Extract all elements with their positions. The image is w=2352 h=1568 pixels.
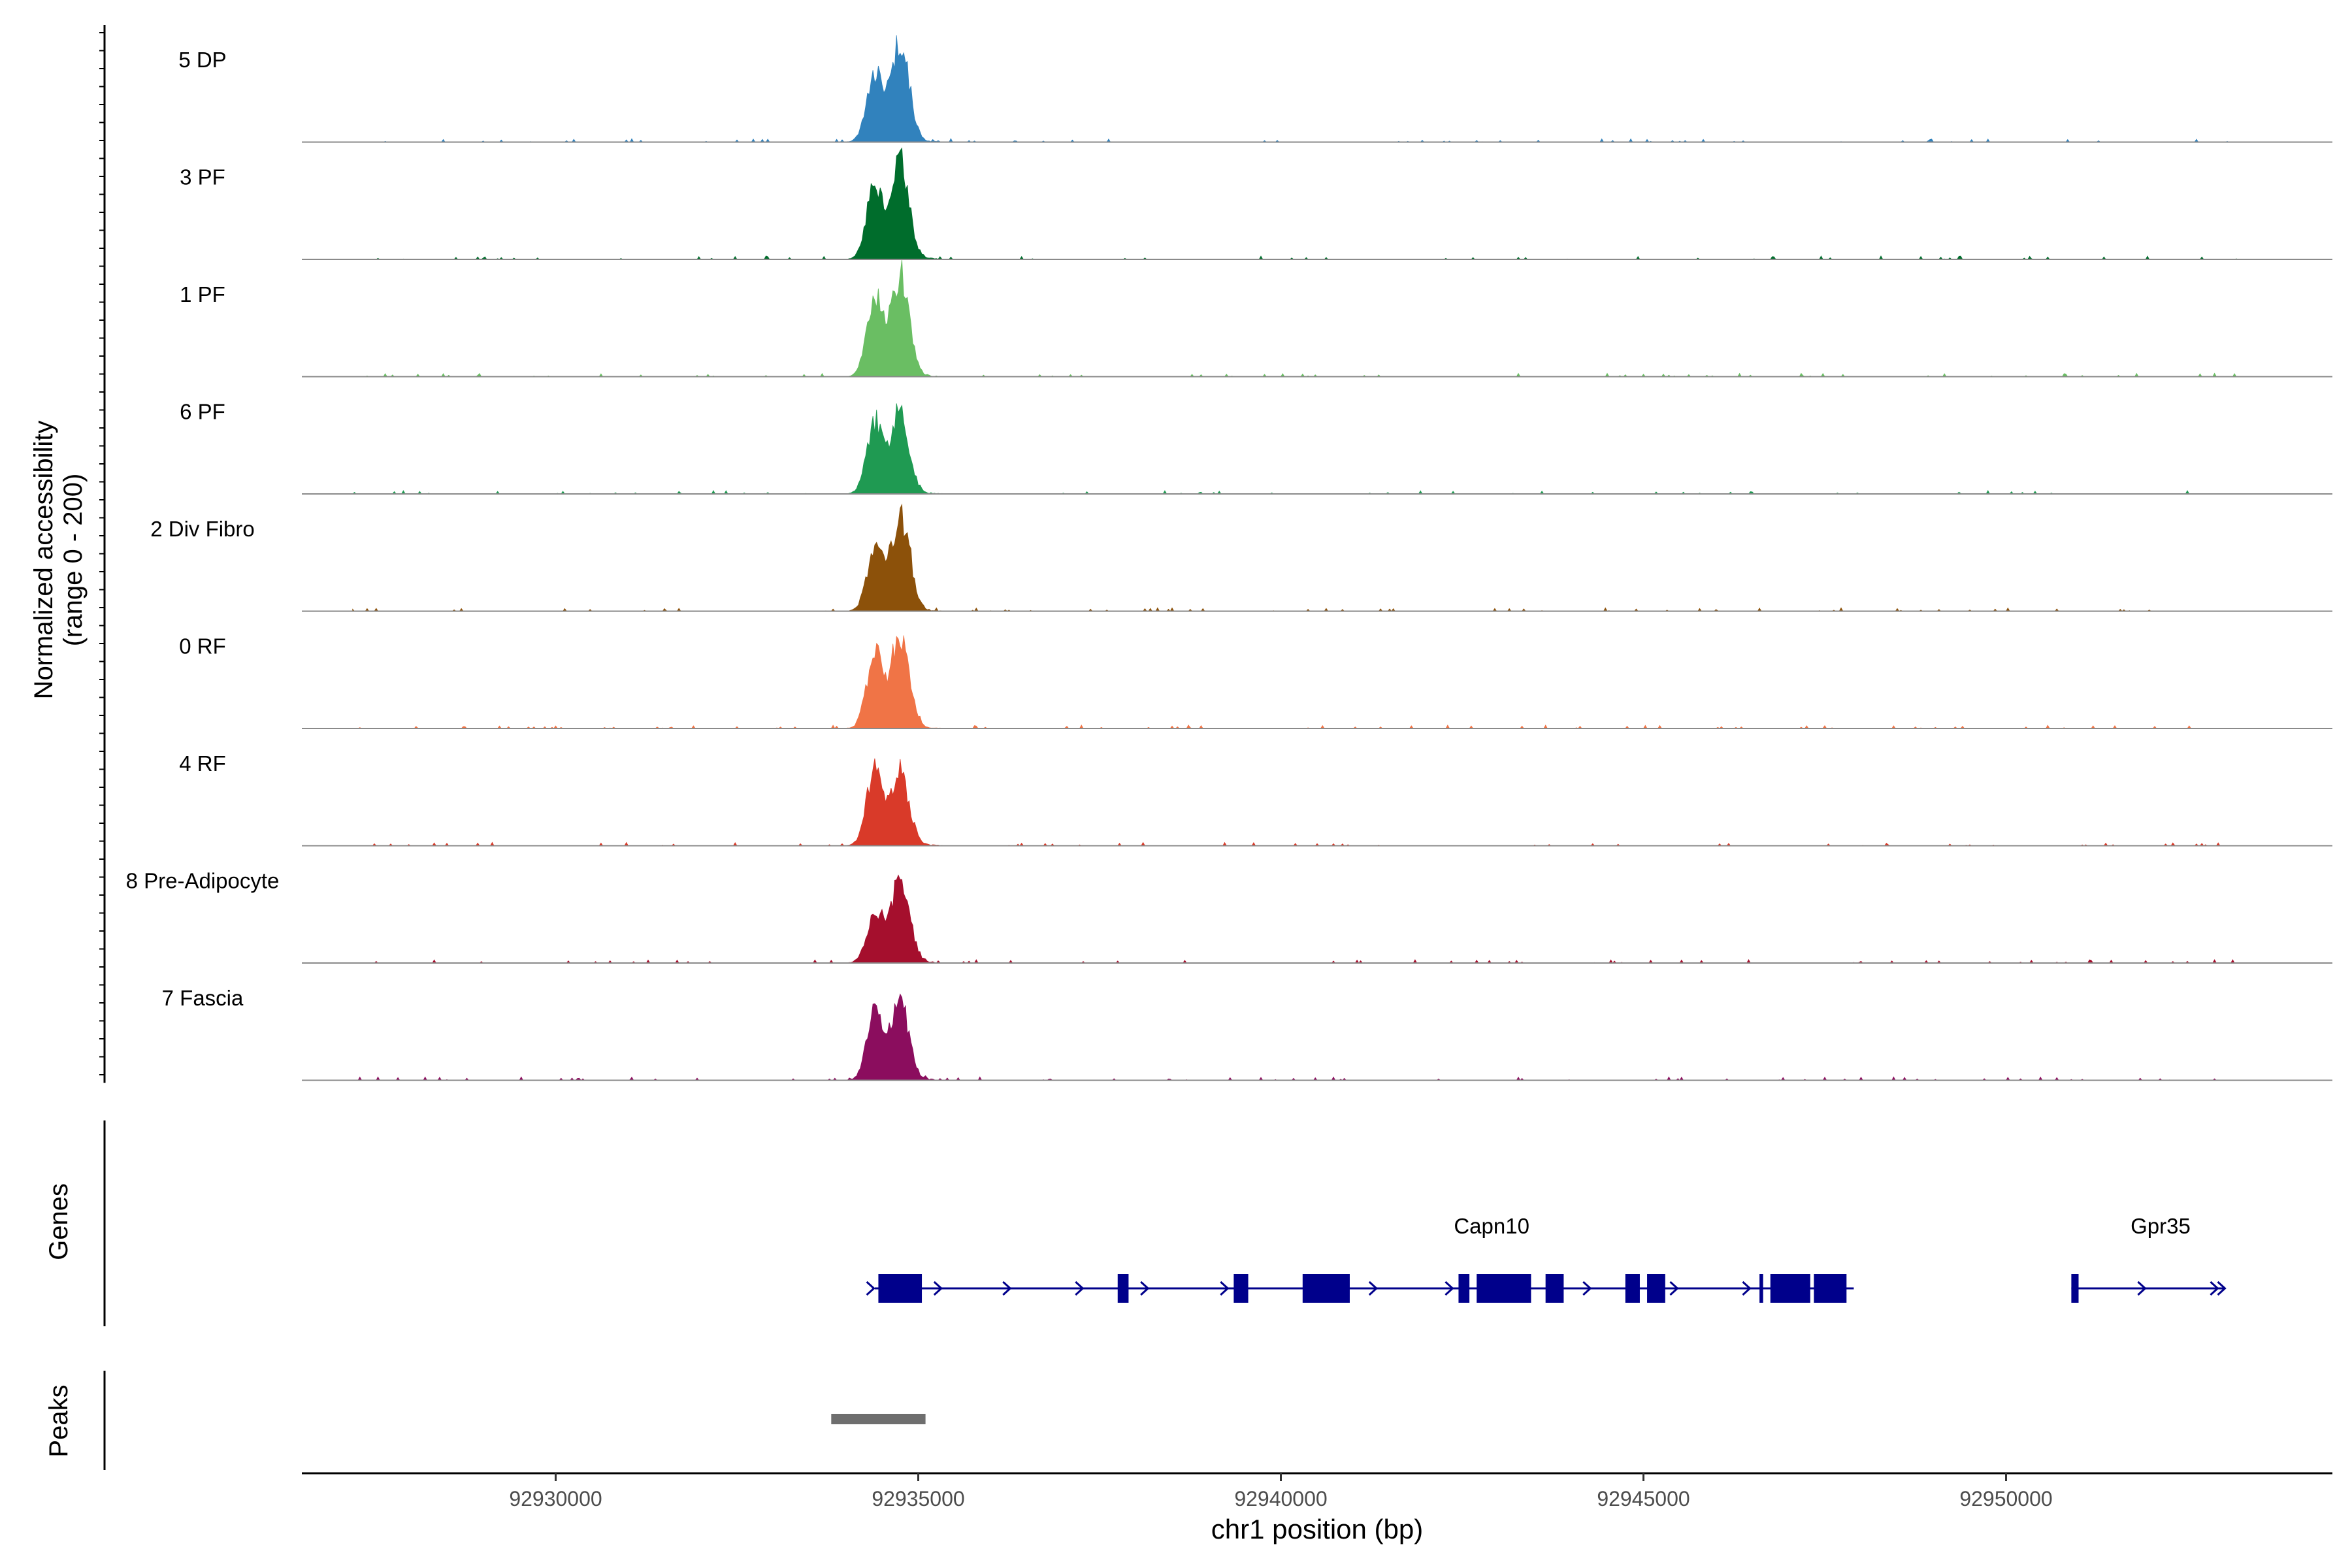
strand-arrow (1582, 1281, 1592, 1296)
coverage-area (352, 874, 2238, 964)
x-tick-label: 92930000 (509, 1487, 602, 1511)
gene-model: Gpr35 (2071, 1214, 2227, 1303)
gene-label: Gpr35 (2131, 1214, 2191, 1238)
track-4: 6 PF (180, 399, 2332, 495)
gene-exon (1545, 1274, 1564, 1303)
gene-exon (1770, 1274, 1810, 1303)
track-label: 1 PF (180, 282, 225, 306)
gene-exon (1647, 1274, 1665, 1303)
gene-exon (1814, 1274, 1847, 1303)
gene-exon (1302, 1274, 1350, 1303)
gene-annotation-track: Capn10 Gpr35 (103, 1120, 2227, 1326)
track-label: 2 Div Fibro (150, 517, 255, 541)
x-axis: 92930000 92935000 92940000 92945000 92950000 (302, 1472, 2332, 1511)
coverage-area (352, 993, 2238, 1081)
gene-exon (1625, 1274, 1640, 1303)
coverage-area (352, 259, 2238, 377)
strand-arrow (2137, 1281, 2147, 1296)
strand-arrow (1002, 1281, 1012, 1296)
strand-arrow (1368, 1281, 1379, 1296)
y-axis-title-line2: (range 0 - 200) (59, 474, 88, 647)
x-tick-label: 92945000 (1597, 1487, 1690, 1511)
x-tick-label: 92935000 (872, 1487, 964, 1511)
strand-arrow (866, 1281, 875, 1296)
track-label: 6 PF (180, 399, 225, 423)
x-tick-label: 92950000 (1959, 1487, 2052, 1511)
gene-exon (1477, 1274, 1531, 1303)
track-label: 8 Pre-Adipocyte (126, 868, 280, 892)
gene-exon (1458, 1274, 1470, 1303)
strand-arrow (1445, 1281, 1454, 1296)
strand-arrow (1075, 1281, 1085, 1296)
gene-exon (1233, 1274, 1249, 1303)
track-label: 3 PF (180, 165, 225, 189)
peak-region-track (103, 1371, 926, 1470)
track-9: 7 Fascia (162, 986, 2332, 1081)
gene-exon (2071, 1274, 2079, 1303)
coverage-area (352, 35, 2238, 142)
track-label: 0 RF (179, 634, 226, 658)
strand-arrow (1742, 1281, 1752, 1296)
track-6: 0 RF (179, 634, 2332, 729)
peak-region-bar (831, 1414, 926, 1424)
track-8: 8 Pre-Adipocyte (126, 868, 2332, 964)
coverage-area (352, 503, 2238, 612)
track-2: 3 PF (180, 147, 2332, 260)
gene-exon (1759, 1274, 1763, 1303)
track-label: 7 Fascia (162, 986, 244, 1010)
track-label: 4 RF (179, 751, 226, 776)
y-axis-title-line1: Normalized accessibility (29, 421, 58, 700)
coverage-area (352, 147, 2238, 260)
genes-track-label: Genes (44, 1183, 73, 1260)
strand-arrow (933, 1281, 943, 1296)
peaks-track-label: Peaks (44, 1384, 73, 1457)
gene-exon (878, 1274, 923, 1303)
track-1: 5 DP (178, 35, 2332, 143)
coverage-area (351, 403, 2238, 495)
track-label: 5 DP (178, 48, 226, 72)
track-5: 2 Div Fibro (150, 503, 2332, 612)
strand-arrow (1140, 1281, 1150, 1296)
coverage-area (352, 758, 2238, 847)
gene-model: Capn10 (866, 1214, 1854, 1303)
gene-exon (1117, 1274, 1129, 1303)
coverage-tracks: 5 DP 3 PF 1 PF 6 PF 2 Div Fibro 0 RF 4 RF 8 Pre… (99, 25, 2332, 1083)
strand-arrow (2210, 1281, 2219, 1296)
x-axis-title: chr1 position (bp) (1211, 1514, 1424, 1544)
coverage-area (352, 635, 2238, 729)
strand-arrow (2217, 1281, 2227, 1296)
gene-label: Capn10 (1454, 1214, 1529, 1238)
strand-arrow (1669, 1281, 1679, 1296)
track-3: 1 PF (180, 259, 2332, 378)
track-7: 4 RF (179, 751, 2332, 847)
x-tick-label: 92940000 (1234, 1487, 1327, 1511)
strand-arrow (1220, 1281, 1230, 1296)
